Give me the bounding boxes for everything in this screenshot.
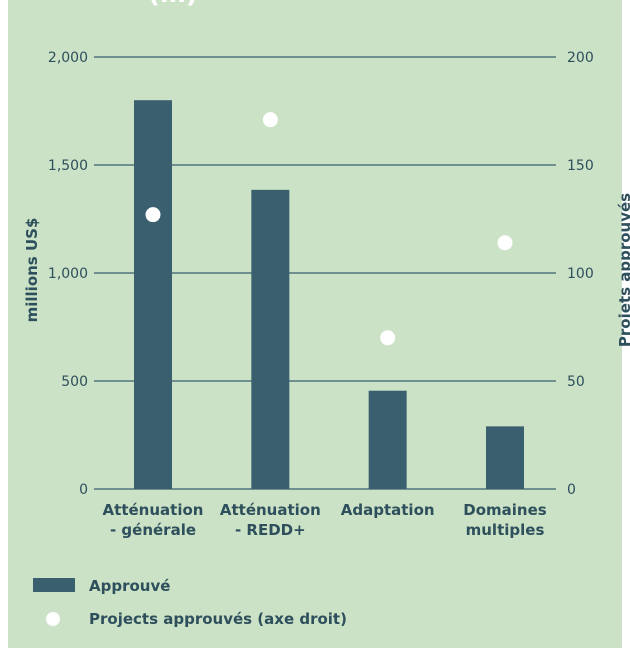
left-axis-ticks: 0 500 1,000 1,500 2,000 xyxy=(48,50,88,498)
point-series xyxy=(145,112,513,346)
data-point xyxy=(497,235,513,251)
bar xyxy=(368,390,407,489)
right-tick-label: 100 xyxy=(567,266,594,282)
bar xyxy=(486,426,524,489)
left-tick-label: 1,000 xyxy=(48,266,88,282)
category-label-line: - REDD+ xyxy=(235,521,306,539)
category-label-line: Domaines xyxy=(463,501,547,519)
left-tick-label: 500 xyxy=(61,374,88,390)
left-tick-label: 1,500 xyxy=(48,158,88,174)
right-tick-label: 50 xyxy=(567,374,585,390)
bar xyxy=(251,189,290,489)
right-tick-label: 0 xyxy=(567,482,576,498)
category-label: Atténuation - générale xyxy=(103,501,204,539)
bar xyxy=(134,100,172,489)
left-tick-label: 2,000 xyxy=(48,50,88,66)
data-point xyxy=(145,207,161,223)
left-tick-label: 0 xyxy=(79,482,88,498)
right-axis-title: Projets approuvés xyxy=(616,193,630,347)
category-label-line: Adaptation xyxy=(341,501,435,519)
right-axis-ticks: 0 50 100 150 200 xyxy=(567,50,594,498)
category-label: Domaines multiples xyxy=(463,501,547,539)
data-point xyxy=(380,330,396,346)
data-point xyxy=(262,112,278,128)
legend-swatch-point xyxy=(46,612,60,626)
bar-series xyxy=(134,100,524,489)
category-label-line: multiples xyxy=(466,521,545,539)
category-label-line: Atténuation xyxy=(220,501,321,519)
chart-title: (…) xyxy=(148,0,198,9)
legend-label-bar: Approuvé xyxy=(89,577,170,595)
right-tick-label: 200 xyxy=(567,50,594,66)
category-label-line: - générale xyxy=(110,521,196,539)
chart-panel xyxy=(8,0,622,648)
category-label: Atténuation - REDD+ xyxy=(220,501,321,539)
left-axis-title: millions US$ xyxy=(23,218,41,323)
category-label-line: Atténuation xyxy=(103,501,204,519)
category-label: Adaptation xyxy=(341,501,435,519)
legend: Approuvé Projects approuvés (axe droit) xyxy=(33,577,347,628)
right-tick-label: 150 xyxy=(567,158,594,174)
legend-swatch-bar xyxy=(33,578,75,592)
legend-label-point: Projects approuvés (axe droit) xyxy=(89,610,347,628)
